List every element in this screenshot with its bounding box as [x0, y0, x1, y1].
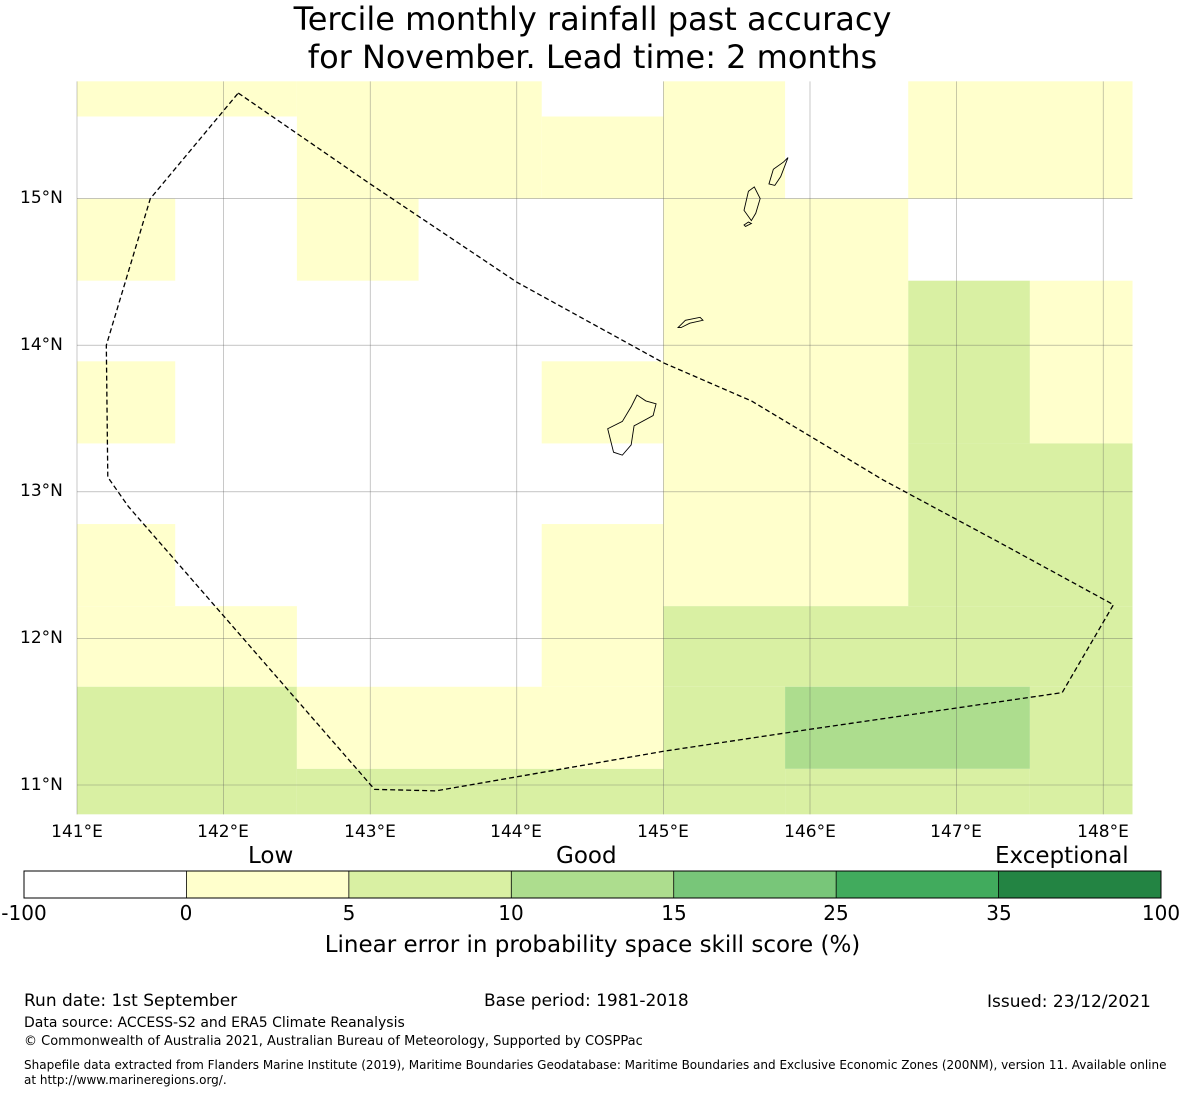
colorbar-swatch [998, 871, 1161, 898]
skill-cell-low [541, 524, 664, 687]
skill-cell-good [785, 768, 1030, 815]
colorbar-tick: 100 [1141, 901, 1181, 925]
skill-cell-low [296, 81, 542, 199]
eez-boundary [105, 92, 1115, 792]
lat-tick-14n: 14°N [20, 335, 63, 355]
skill-cell-good [77, 686, 297, 815]
skill-cell-good [663, 686, 786, 815]
skill-cell-low [77, 81, 297, 117]
skill-cell-low [296, 686, 664, 769]
colorbar-swatch [836, 871, 999, 898]
island-outline [768, 157, 789, 186]
colorbar-tick: 10 [498, 901, 524, 925]
lat-tick-13n: 13°N [20, 481, 63, 501]
skill-cell-good-plus [785, 686, 1030, 769]
title-line-1: Tercile monthly rainfall past accuracy [293, 0, 892, 38]
skill-cell-low [541, 361, 664, 444]
skill-cell-low [296, 198, 419, 281]
colorbar-swatch [24, 871, 187, 898]
colorbar-tick: 35 [986, 901, 1012, 925]
copyright: © Commonwealth of Australia 2021, Austra… [24, 1034, 643, 1049]
eez-boundary-line [105, 92, 1115, 792]
skill-cell-good [296, 768, 664, 815]
skill-cell-low [908, 81, 1133, 199]
skill-cell-low [1029, 280, 1133, 444]
skill-cell-low [663, 198, 909, 607]
colorbar-swatch [511, 871, 674, 898]
shapefile-credit-line-2: at http://www.marineregions.org/. [24, 1073, 227, 1087]
gridlines [76, 81, 1133, 815]
lon-tick-142e: 142°E [197, 822, 249, 842]
colorbar-tick: 5 [342, 901, 356, 925]
skill-cell-low [77, 361, 176, 444]
base-period: Base period: 1981-2018 [484, 991, 689, 1011]
run-date: Run date: 1st September [24, 991, 238, 1011]
colorbar-swatch [186, 871, 349, 898]
lon-tick-147e: 147°E [930, 822, 982, 842]
colorbar-tick: 25 [823, 901, 849, 925]
title-line-2: for November. Lead time: 2 months [307, 38, 878, 76]
skill-cells [77, 81, 1133, 815]
colorbar-label: Linear error in probability space skill … [324, 932, 861, 958]
skill-cell-good [663, 606, 1133, 687]
shapefile-credit-line-1: Shapefile data extracted from Flanders M… [24, 1058, 1167, 1072]
data-source: Data source: ACCESS-S2 and ERA5 Climate … [24, 1015, 405, 1031]
colorbar-swatch [673, 871, 837, 898]
skill-cell-low [663, 81, 786, 199]
island-outline [676, 316, 704, 329]
colorbar-category-good: Good [556, 843, 617, 869]
skill-cell-good [908, 443, 1133, 607]
island-outline [743, 186, 761, 222]
colorbar-category-exceptional: Exceptional [995, 843, 1129, 869]
lon-tick-143e: 143°E [344, 822, 396, 842]
colorbar-category-low: Low [248, 843, 294, 869]
lat-tick-12n: 12°N [20, 628, 63, 648]
skill-cell-good [1029, 686, 1133, 815]
island-outline [743, 221, 753, 228]
issued-date: Issued: 23/12/2021 [987, 992, 1151, 1012]
skill-cell-low [77, 524, 176, 607]
colorbar-frame [23, 870, 1162, 899]
skill-cell-good [908, 280, 1030, 444]
lat-tick-15n: 15°N [20, 188, 63, 208]
skill-cell-low [77, 198, 176, 281]
lat-tick-11n: 11°N [20, 775, 63, 795]
lon-tick-144e: 144°E [490, 822, 542, 842]
lon-tick-141e: 141°E [51, 822, 103, 842]
lon-tick-148e: 148°E [1077, 822, 1129, 842]
chart-title: Tercile monthly rainfall past accuracy f… [0, 0, 1185, 76]
colorbar [23, 870, 1162, 899]
skill-cell-low [77, 606, 297, 687]
island-outline [607, 394, 657, 456]
colorbar-tick: 0 [179, 901, 193, 925]
coastlines [607, 157, 789, 456]
colorbar-tick: -100 [1, 901, 47, 925]
colorbar-swatch [348, 871, 512, 898]
lon-tick-145e: 145°E [637, 822, 689, 842]
skill-cell-low [541, 116, 664, 199]
lon-tick-146e: 146°E [784, 822, 836, 842]
colorbar-tick: 15 [661, 901, 687, 925]
